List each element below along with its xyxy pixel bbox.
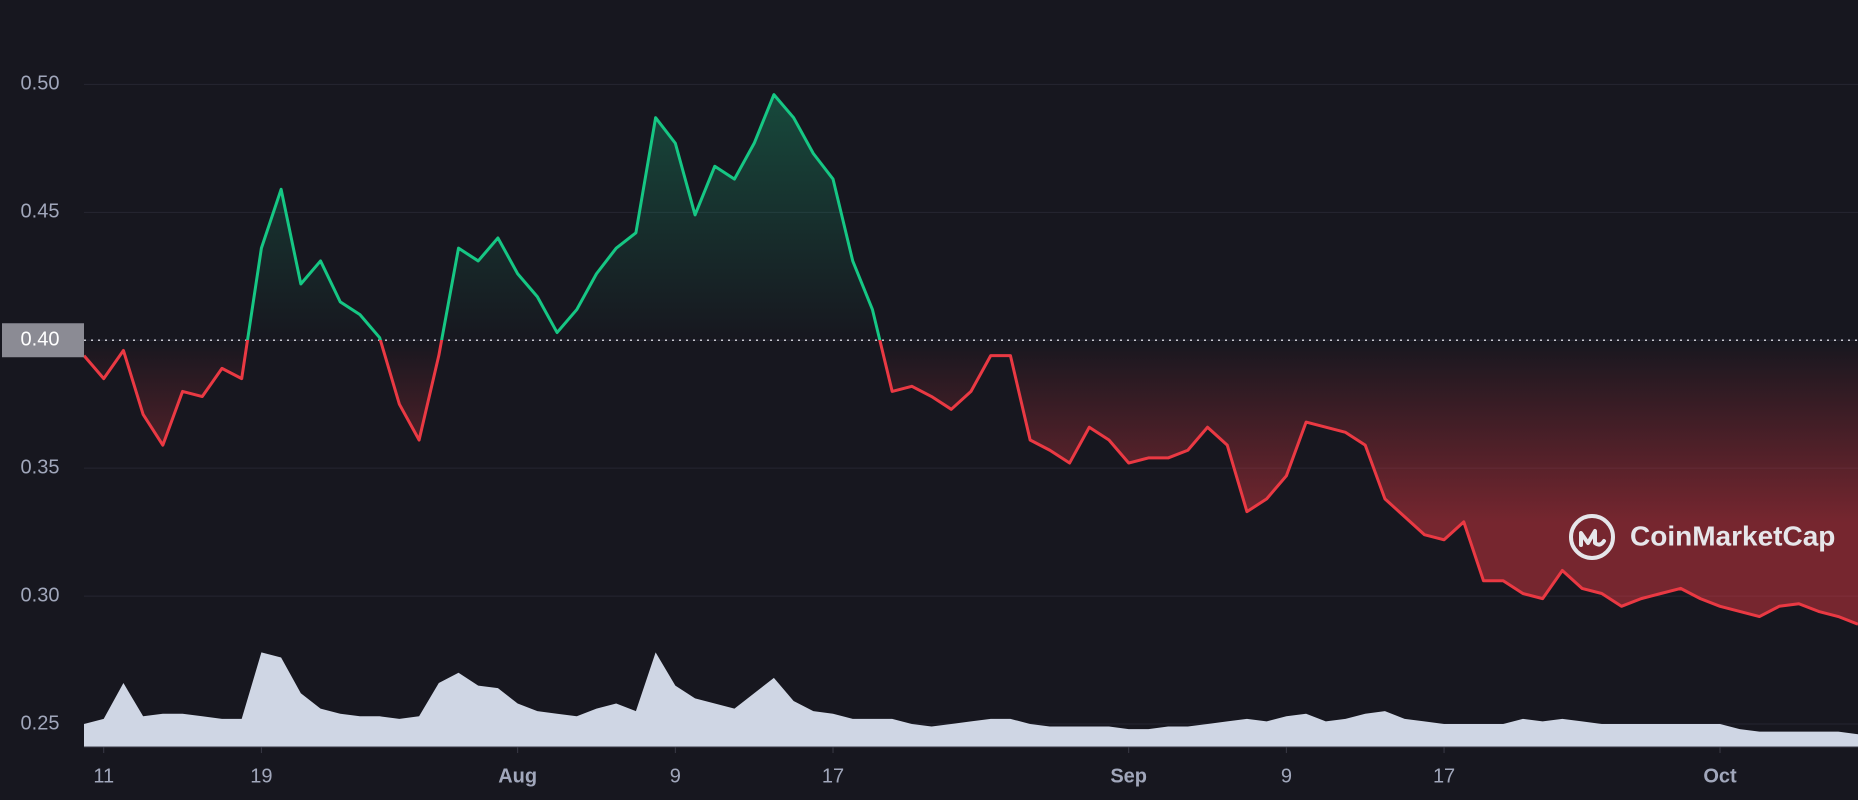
x-tick-label: 19 bbox=[250, 765, 272, 787]
price-area bbox=[84, 94, 1858, 625]
x-tick-label: Sep bbox=[1110, 765, 1147, 787]
watermark: CoinMarketCap bbox=[1630, 520, 1835, 551]
axes: 0.25 0.30 0.35 0.40 0.45 0.50 11 19 Aug 9 17 Sep 9 17… bbox=[2, 73, 1858, 787]
watermark-logo bbox=[1569, 514, 1615, 560]
x-tick-label: 9 bbox=[670, 765, 681, 787]
logo-ring bbox=[1569, 514, 1615, 560]
y-tick-label: 0.35 bbox=[21, 456, 60, 478]
y-tick-label: 0.40 bbox=[21, 329, 60, 351]
x-tick-label: Oct bbox=[1703, 765, 1737, 787]
y-tick-label: 0.30 bbox=[21, 584, 60, 606]
y-tick-label: 0.45 bbox=[21, 201, 60, 223]
x-tick-label: 11 bbox=[93, 765, 114, 787]
logo-glyph bbox=[1579, 529, 1606, 547]
x-tick-label: 9 bbox=[1281, 765, 1292, 787]
price-line bbox=[82, 93, 1858, 626]
x-tick-label: 17 bbox=[1433, 765, 1455, 787]
x-tick-label: Aug bbox=[498, 765, 537, 787]
x-tick-label: 17 bbox=[822, 765, 844, 787]
current-price-box bbox=[2, 323, 84, 358]
y-tick-label: 0.25 bbox=[21, 712, 60, 734]
y-tick-label: 0.50 bbox=[21, 73, 60, 95]
marks bbox=[82, 93, 1858, 747]
volume-area bbox=[84, 652, 1858, 747]
